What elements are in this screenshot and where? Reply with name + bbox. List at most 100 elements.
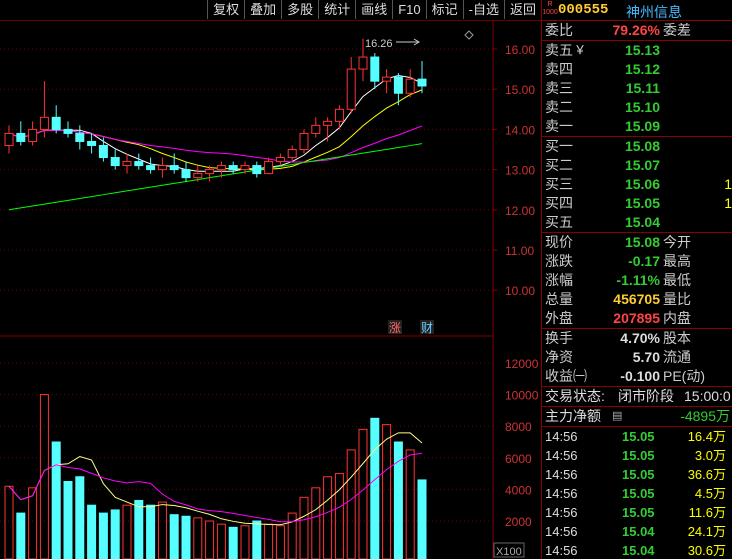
candle-body xyxy=(275,157,285,163)
toolbar-button-3[interactable]: 统计 xyxy=(318,0,355,19)
price-tick-label: 16.00 xyxy=(505,43,535,57)
candle-body xyxy=(370,56,380,82)
quote-row: 总量 456705 量比 xyxy=(545,291,691,307)
list-icon[interactable]: ▤ xyxy=(612,410,623,422)
toolbar-button-2[interactable]: 多股 xyxy=(281,0,318,19)
volume-bar xyxy=(157,501,167,559)
buy-row[interactable]: 买五 15.04 xyxy=(545,214,660,230)
volume-bar xyxy=(299,496,309,559)
sell-row[interactable]: 卖四 15.12 xyxy=(545,61,660,77)
quote-panel: R 1000 000555 神州信息 委比 79.26% 委差 卖五 ￥ 15.13 卖… xyxy=(542,0,732,559)
sell-row[interactable]: 卖五 ￥ 15.13 xyxy=(545,42,660,58)
buy-row[interactable]: 买二 15.07 xyxy=(545,157,660,173)
volume-bar xyxy=(370,417,380,559)
price-tick-label: 14.00 xyxy=(505,123,535,137)
volume-bar xyxy=(98,512,108,559)
tick-row: 14:56 15.05 3.0万 xyxy=(545,448,726,463)
quote-row: 现价 15.08 今开 xyxy=(545,234,691,250)
toolbar-button-7[interactable]: -自选 xyxy=(462,0,504,19)
volume-bar xyxy=(393,441,403,559)
candle-body xyxy=(169,165,179,171)
candle-body xyxy=(63,128,73,134)
r-badge: R 1000 xyxy=(542,1,558,16)
candle-body xyxy=(87,140,97,146)
volume-bar xyxy=(169,514,179,559)
candle-body xyxy=(323,120,333,126)
fundamental-stats: 换手 4.70% 股本 净资 5.70 流通 收益㈠ -0.100 PE(动) xyxy=(542,329,732,386)
volume-bar xyxy=(358,428,368,559)
weibi-row: 委比 79.26% 委差 xyxy=(545,22,691,38)
candle-body xyxy=(146,165,156,171)
ma5-line xyxy=(8,75,423,172)
volume-bar xyxy=(264,523,274,559)
quote-row: 涨幅 -1.11% 最低 xyxy=(545,272,691,288)
candle-body xyxy=(51,116,61,130)
volume-bar xyxy=(323,476,333,559)
volume-bar xyxy=(75,476,85,559)
stock-header: R 1000 000555 神州信息 xyxy=(542,0,732,21)
candle-body xyxy=(311,124,321,134)
candle-body xyxy=(181,169,191,179)
ma20-line xyxy=(8,125,423,163)
toolbar-button-0[interactable]: 复权 xyxy=(207,0,244,19)
vol-tick-label: 8000 xyxy=(505,420,532,434)
candle-body xyxy=(216,165,226,171)
volume-bar xyxy=(87,504,97,559)
diamond-icon xyxy=(464,30,474,40)
vol-tick-label: 12000 xyxy=(505,357,539,371)
candle-body xyxy=(28,128,38,142)
volume-bar xyxy=(28,487,38,559)
toolbar-button-4[interactable]: 画线 xyxy=(355,0,392,19)
candle-body xyxy=(358,56,368,70)
volume-bar xyxy=(205,520,215,559)
candle-body xyxy=(228,165,238,171)
quote-row: 外盘 207895 内盘 xyxy=(545,310,691,326)
candle-body xyxy=(110,157,120,167)
tick-row: 14:56 15.05 16.4万 xyxy=(545,429,726,444)
main-flow-row[interactable]: 主力净额 ▤ -4895万 xyxy=(545,408,730,424)
candle-body xyxy=(75,132,85,142)
toolbar-button-8[interactable]: 返回 xyxy=(503,0,541,19)
volume-bar xyxy=(346,449,356,559)
tick-row: 14:56 15.04 24.1万 xyxy=(545,524,726,539)
volume-bar xyxy=(417,479,427,559)
stock-name[interactable]: 神州信息 xyxy=(626,4,682,20)
candle-body xyxy=(334,108,344,122)
buy-orders: 买一 15.08 买二 15.07 买三 15.06 1 买四 15.05 1 买五 15.04 xyxy=(542,137,732,232)
vol-tick-label: 4000 xyxy=(505,483,532,497)
event-tag-zhang: 涨 xyxy=(389,320,401,335)
toolbar-button-1[interactable]: 叠加 xyxy=(244,0,281,19)
sell-row[interactable]: 卖三 15.11 xyxy=(545,80,660,96)
volume-bar xyxy=(334,473,344,559)
event-tag-zhang-box xyxy=(388,320,402,334)
kline-chart[interactable]: 16.00 15.00 14.00 13.00 12.00 11.00 10.00 12000… xyxy=(0,20,541,559)
tick-row: 14:56 15.05 36.6万 xyxy=(545,467,726,482)
toolbar-button-6[interactable]: 标记 xyxy=(425,0,463,19)
tick-list[interactable]: 14:56 15.05 16.4万 14:56 15.05 3.0万 14:56 15.05 3… xyxy=(542,427,732,559)
volume-bar xyxy=(193,517,203,559)
stock-code[interactable]: 000555 xyxy=(558,2,609,18)
price-tick-label: 13.00 xyxy=(505,164,535,178)
fin-row: 净资 5.70 流通 xyxy=(545,349,691,365)
sell-row[interactable]: 卖一 15.09 xyxy=(545,118,660,134)
price-tick-label: 11.00 xyxy=(505,244,534,258)
volume-bar xyxy=(63,481,73,559)
price-tick-label: 15.00 xyxy=(505,83,535,97)
sell-row[interactable]: 卖二 15.10 xyxy=(545,99,660,115)
volume-bar xyxy=(39,394,49,559)
fin-row: 收益㈠ -0.100 PE(动) xyxy=(545,368,705,384)
candle-body xyxy=(4,132,14,146)
candle-body xyxy=(205,169,215,175)
candle-body xyxy=(382,76,392,82)
volume-bar xyxy=(134,499,144,559)
toolbar-button-5[interactable]: F10 xyxy=(392,0,425,19)
candle-body xyxy=(98,144,108,159)
top-toolbar-bar: 复权 叠加 多股 统计 画线 F10 标记 -自选 返回 xyxy=(0,0,541,21)
buy-row[interactable]: 买一 15.08 xyxy=(545,138,660,154)
candle-body xyxy=(134,161,144,167)
tick-row: 14:56 15.05 11.6万 xyxy=(545,505,726,520)
volume-bar xyxy=(311,487,321,559)
volume-bar xyxy=(51,441,61,559)
buy-row[interactable]: 买三 15.06 1 xyxy=(545,176,732,192)
buy-row[interactable]: 买四 15.05 1 xyxy=(545,195,732,211)
